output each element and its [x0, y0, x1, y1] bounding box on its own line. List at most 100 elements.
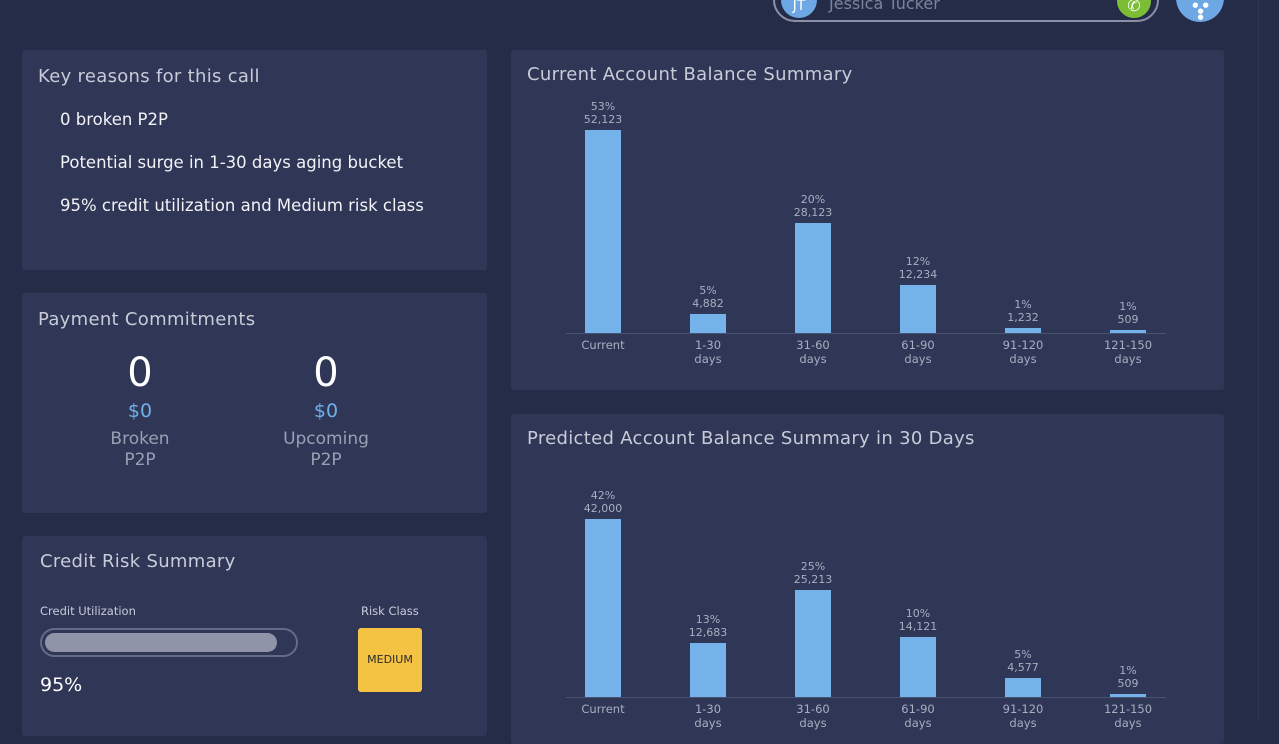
- risk-class-badge: MEDIUM: [358, 628, 422, 692]
- x-tick-label: Current: [581, 338, 625, 352]
- label-line: P2P: [124, 450, 156, 470]
- upcoming-p2p-label: Upcoming P2P: [256, 429, 396, 471]
- predicted-balance-card: Predicted Account Balance Summary in 30 …: [511, 414, 1224, 744]
- x-tick-label: 91-120 days: [1002, 702, 1044, 730]
- x-axis-line: [566, 697, 1166, 698]
- reason-item: 0 broken P2P: [60, 110, 168, 129]
- reason-item: 95% credit utilization and Medium risk c…: [60, 196, 424, 215]
- x-tick-label: 61-90 days: [901, 702, 935, 730]
- percent-label: 42%: [590, 489, 616, 502]
- bar: [1005, 677, 1041, 697]
- data-label: 42% 42,000: [563, 489, 643, 515]
- data-label: 25% 25,213: [773, 560, 853, 586]
- label-line: P2P: [310, 450, 342, 470]
- phone-icon[interactable]: ✆: [1117, 0, 1151, 18]
- bar: [1005, 328, 1041, 333]
- value-label: 12,234: [898, 268, 938, 282]
- current-balance-chart: 53% 52,123 Current 5% 4,882 1-30 days 20% 28,123…: [511, 50, 1224, 390]
- dialpad-icon: ● ● ● ●: [1192, 1, 1210, 21]
- credit-risk-card: Credit Risk Summary Credit Utilization 9…: [22, 536, 487, 736]
- caller-name: Jessica Tucker: [829, 0, 940, 13]
- x-tick-label: Current: [581, 702, 625, 716]
- value-label: 12,683: [688, 626, 728, 640]
- risk-class-label: Risk Class: [361, 604, 419, 618]
- bar: [795, 590, 831, 697]
- value-label: 4,882: [692, 296, 724, 310]
- data-label: 1% 509: [1088, 300, 1168, 326]
- value-label: 14,121: [898, 620, 938, 634]
- percent-label: 20%: [800, 193, 826, 207]
- upcoming-p2p-amount: $0: [313, 400, 339, 422]
- value-label: 25,213: [793, 573, 833, 587]
- value-label: 28,123: [793, 206, 833, 220]
- bar: [795, 223, 831, 333]
- percent-label: 12%: [905, 255, 931, 269]
- x-tick-label: 91-120 days: [1002, 338, 1044, 366]
- percent-label: 5%: [1014, 647, 1032, 661]
- x-tick-label: 61-90 days: [901, 338, 935, 366]
- percent-label: 5%: [699, 283, 717, 297]
- label-line: Upcoming: [283, 429, 369, 449]
- chart-title: Current Account Balance Summary: [527, 64, 853, 85]
- bar: [900, 285, 936, 333]
- data-label: 20% 28,123: [773, 193, 853, 219]
- data-label: 10% 14,121: [878, 607, 958, 633]
- percent-label: 25%: [800, 560, 826, 574]
- value-label: 42,000: [583, 502, 623, 515]
- data-label: 1% 509: [1088, 664, 1168, 690]
- active-call-bar[interactable]: JT Jessica Tucker ✆: [773, 0, 1159, 22]
- credit-utilization-label: Credit Utilization: [40, 604, 136, 618]
- credit-risk-title: Credit Risk Summary: [40, 551, 236, 572]
- caller-avatar: JT: [781, 0, 817, 18]
- value-label: 1,232: [1007, 311, 1039, 325]
- reason-item: Potential surge in 1-30 days aging bucke…: [60, 153, 404, 172]
- payment-commitments-card: Payment Commitments 0 $0 Broken P2P 0 $0 …: [22, 293, 487, 513]
- current-balance-card: Current Account Balance Summary 53% 52,12…: [511, 50, 1224, 390]
- percent-label: 10%: [905, 607, 931, 621]
- bar: [1110, 330, 1146, 333]
- x-axis-line: [566, 333, 1166, 334]
- data-label: 53% 52,123: [563, 100, 643, 126]
- value-label: 4,577: [1007, 660, 1039, 674]
- key-reasons-title: Key reasons for this call: [38, 66, 260, 87]
- x-tick-label: 121-150 days: [1103, 338, 1153, 366]
- key-reasons-card: Key reasons for this call 0 broken P2P P…: [22, 50, 487, 270]
- payment-commitments-title: Payment Commitments: [38, 309, 256, 330]
- credit-utilization-bar: [40, 628, 298, 657]
- percent-label: 1%: [1119, 300, 1137, 313]
- x-tick-label: 1-30 days: [694, 702, 722, 730]
- broken-p2p-amount: $0: [127, 400, 153, 422]
- percent-label: 1%: [1119, 664, 1137, 677]
- upcoming-p2p-count: 0: [313, 350, 339, 396]
- dialpad-button[interactable]: ● ● ● ●: [1176, 0, 1224, 22]
- credit-utilization-value: 95%: [40, 674, 83, 696]
- bar: [690, 313, 726, 333]
- data-label: 12% 12,234: [878, 255, 958, 281]
- percent-label: 53%: [590, 100, 616, 113]
- x-tick-label: 31-60 days: [796, 338, 830, 366]
- bar: [900, 637, 936, 697]
- value-label: 52,123: [583, 113, 623, 126]
- bar: [1110, 694, 1146, 697]
- x-tick-label: 1-30 days: [694, 338, 722, 366]
- data-label: 1% 1,232: [983, 298, 1063, 324]
- value-label: 509: [1117, 313, 1139, 326]
- value-label: 509: [1117, 677, 1139, 690]
- bar: [585, 519, 621, 697]
- x-tick-label: 31-60 days: [796, 702, 830, 730]
- credit-utilization-fill: [45, 633, 277, 652]
- chart-title: Predicted Account Balance Summary in 30 …: [527, 428, 975, 449]
- predicted-balance-chart: 42% 42,000 Current 13% 12,683 1-30 days 25% 25,2…: [511, 414, 1224, 744]
- broken-p2p-count: 0: [127, 350, 153, 396]
- x-tick-label: 121-150 days: [1103, 702, 1153, 730]
- broken-p2p-label: Broken P2P: [70, 429, 210, 471]
- bar: [585, 130, 621, 333]
- right-divider: [1258, 0, 1259, 720]
- percent-label: 13%: [695, 613, 721, 627]
- bar: [690, 643, 726, 697]
- percent-label: 1%: [1014, 298, 1032, 312]
- data-label: 5% 4,577: [983, 648, 1063, 674]
- data-label: 5% 4,882: [668, 284, 748, 310]
- data-label: 13% 12,683: [668, 613, 748, 639]
- label-line: Broken: [110, 429, 170, 449]
